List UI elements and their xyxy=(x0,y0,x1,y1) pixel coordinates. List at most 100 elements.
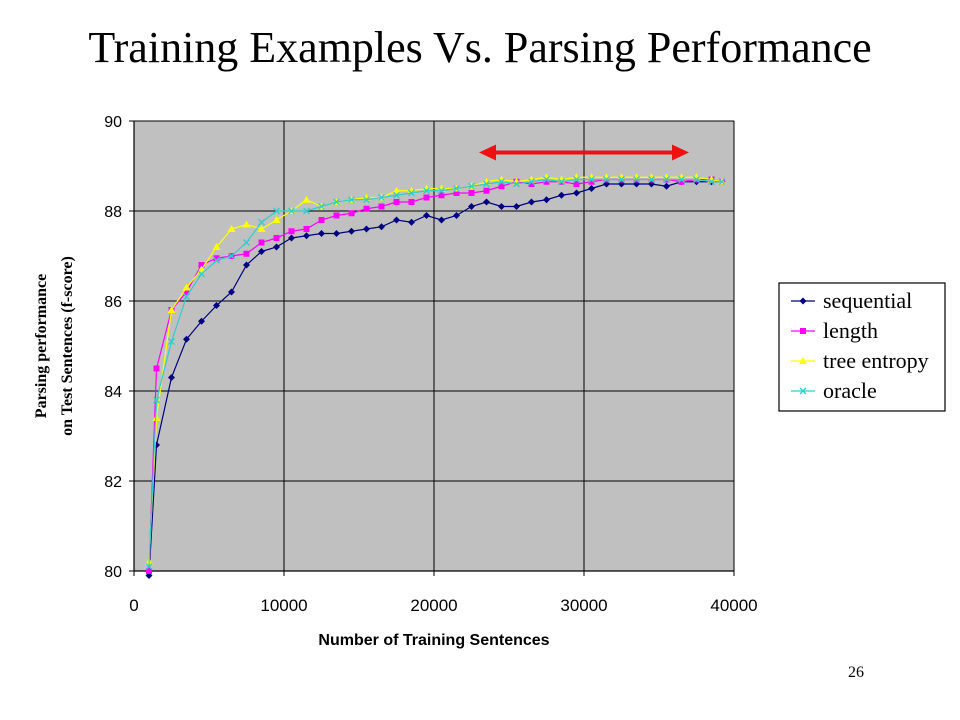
data-point xyxy=(572,173,581,181)
data-point xyxy=(663,182,670,190)
data-point xyxy=(167,306,176,313)
data-point xyxy=(528,198,535,206)
data-point xyxy=(602,173,611,181)
data-point xyxy=(213,255,220,262)
data-point xyxy=(438,187,445,195)
data-point xyxy=(288,234,295,242)
data-point xyxy=(663,176,670,183)
data-point xyxy=(648,176,655,183)
legend-item-length: length xyxy=(791,318,878,343)
data-point xyxy=(588,185,595,192)
data-point xyxy=(438,192,445,199)
data-point xyxy=(453,190,460,196)
data-point xyxy=(288,207,295,215)
data-point xyxy=(302,195,311,203)
data-point xyxy=(153,365,160,372)
data-point xyxy=(168,374,175,381)
legend-item-oracle: oracle xyxy=(791,378,877,403)
data-point xyxy=(543,196,550,204)
data-point xyxy=(363,205,370,212)
data-point xyxy=(587,173,596,181)
legend-label: sequential xyxy=(823,288,912,313)
data-point xyxy=(363,196,370,204)
data-point xyxy=(333,230,340,237)
data-point xyxy=(392,186,401,194)
data-point xyxy=(228,288,235,296)
data-point xyxy=(153,396,160,404)
data-point xyxy=(482,177,491,185)
data-point xyxy=(393,191,400,199)
data-point xyxy=(318,230,325,237)
data-point xyxy=(573,189,580,197)
data-point xyxy=(257,225,266,232)
data-point xyxy=(423,212,430,219)
y-tick-label: 86 xyxy=(104,294,122,311)
data-point xyxy=(348,227,355,235)
data-point xyxy=(152,414,161,421)
y-tick-label: 82 xyxy=(104,474,122,491)
data-point xyxy=(213,302,220,309)
legend-label: tree entropy xyxy=(823,348,929,373)
data-point xyxy=(558,178,565,186)
legend-item-sequential: sequential xyxy=(791,288,912,313)
tick-labels: 80 82 84 86 88 90 0 10000 20000 30000 40000 xyxy=(104,114,757,615)
data-point xyxy=(483,187,490,194)
y-tick-label: 84 xyxy=(104,384,122,401)
series-layer xyxy=(145,173,726,579)
data-point xyxy=(423,187,430,195)
data-point xyxy=(588,178,595,185)
x-tick-label: 10000 xyxy=(260,596,307,615)
x-tick-label: 0 xyxy=(129,596,138,615)
slide-title: Training Examples Vs. Parsing Performanc… xyxy=(88,23,872,72)
data-point xyxy=(588,176,595,183)
data-point xyxy=(408,218,415,226)
data-point xyxy=(498,203,505,210)
series-line xyxy=(148,176,723,563)
data-point xyxy=(708,178,715,186)
data-point xyxy=(528,181,535,187)
data-point xyxy=(468,203,475,210)
data-point xyxy=(318,217,325,223)
data-point xyxy=(692,173,701,181)
data-point xyxy=(678,176,685,183)
data-point xyxy=(393,216,400,224)
data-point xyxy=(497,175,506,183)
legend-marker xyxy=(799,387,807,395)
data-point xyxy=(527,175,536,183)
y-axis-title-line-2: on Test Sentences (f-score) xyxy=(59,256,76,436)
data-point xyxy=(378,223,385,231)
data-point xyxy=(633,176,640,183)
data-point xyxy=(198,317,205,325)
data-point xyxy=(528,178,535,186)
data-point xyxy=(183,289,190,295)
data-point xyxy=(543,178,550,185)
data-point xyxy=(617,173,626,181)
data-point xyxy=(258,218,265,226)
data-point xyxy=(498,178,505,186)
data-point xyxy=(408,199,415,205)
data-point xyxy=(647,173,656,181)
data-point xyxy=(242,220,251,228)
data-point xyxy=(348,196,355,204)
legend-label: oracle xyxy=(823,378,877,403)
legend-marker xyxy=(800,328,806,334)
series-line xyxy=(148,178,722,567)
legend-label: length xyxy=(823,318,878,343)
data-point xyxy=(407,186,416,194)
data-point xyxy=(303,226,310,232)
data-point xyxy=(378,203,385,210)
data-point xyxy=(513,180,520,188)
data-point xyxy=(198,270,205,278)
data-point xyxy=(303,232,310,240)
data-point xyxy=(272,216,281,223)
data-point xyxy=(182,283,191,291)
data-point xyxy=(423,194,430,201)
y-axis-title-line-1: Parsing performance xyxy=(33,274,50,418)
data-point xyxy=(303,207,310,215)
data-point xyxy=(542,173,551,181)
data-point xyxy=(198,262,205,268)
data-point xyxy=(362,193,371,201)
legend-box xyxy=(778,282,946,412)
data-point xyxy=(228,252,235,260)
data-point xyxy=(707,175,716,183)
